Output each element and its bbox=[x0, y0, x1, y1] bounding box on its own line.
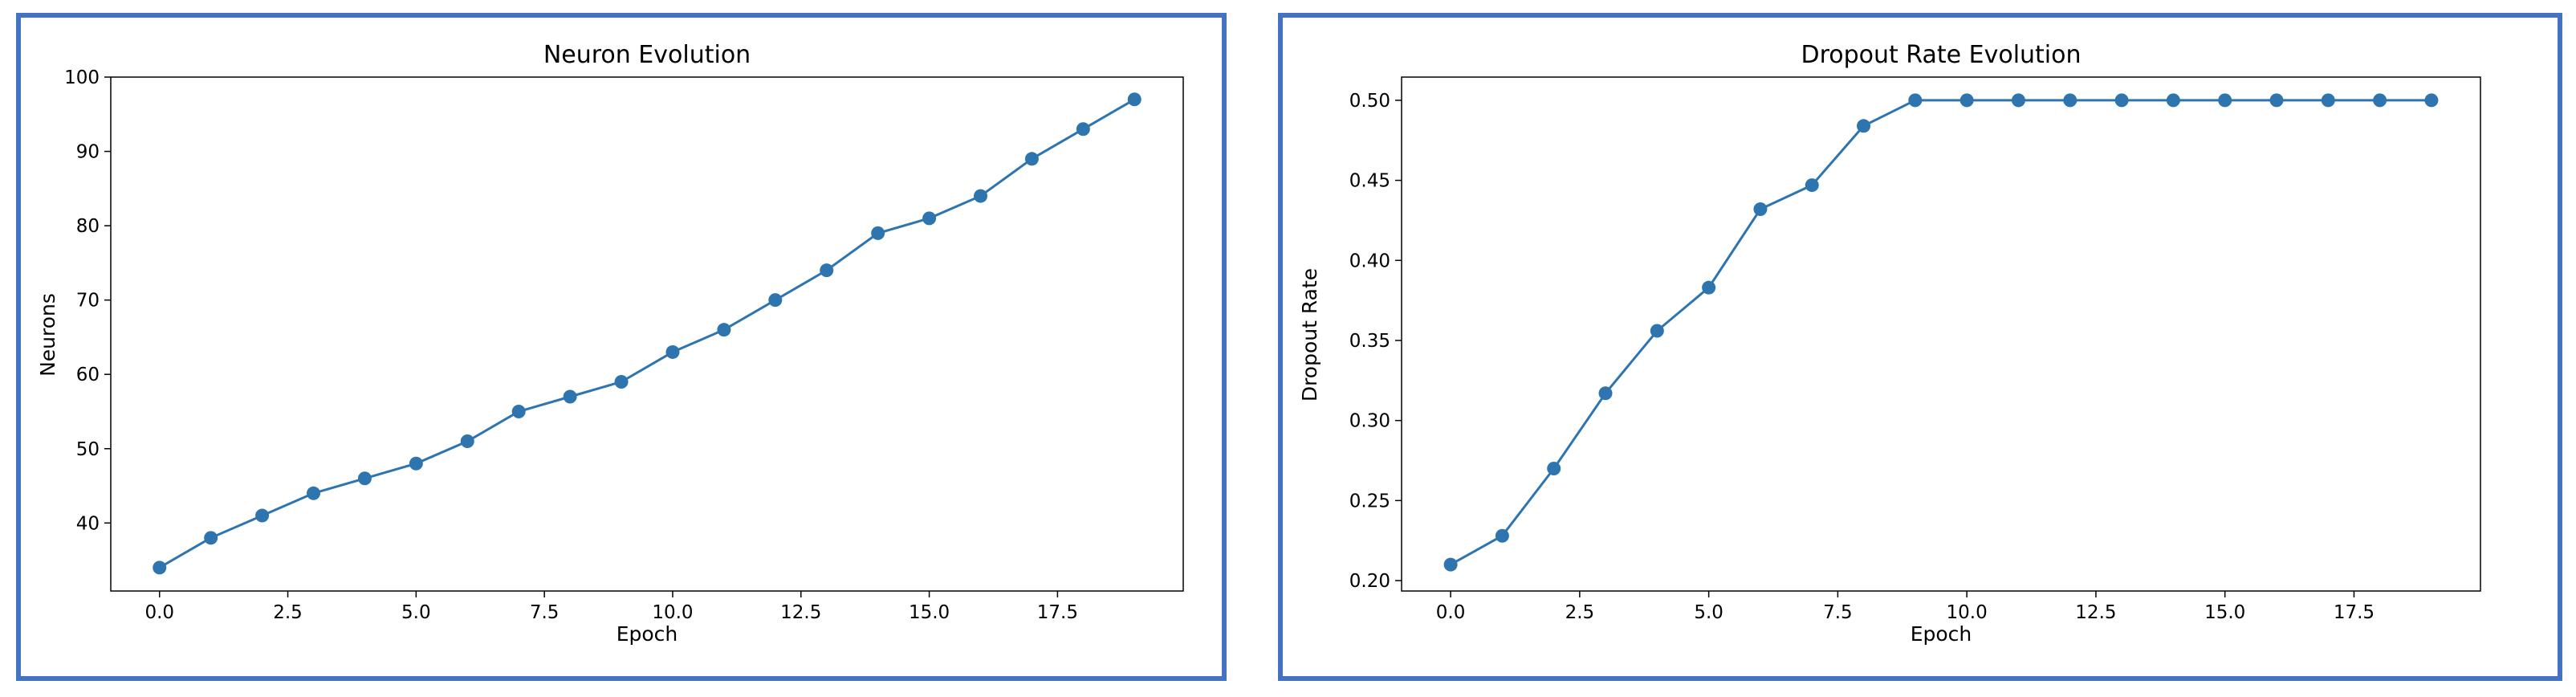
x-tick-label: 5.0 bbox=[401, 602, 431, 623]
x-tick-label: 17.5 bbox=[2334, 602, 2375, 623]
y-tick-label: 0.45 bbox=[1349, 171, 1390, 192]
neuron-evolution-chart: Neuron Evolution Epoch Neurons 0.0 2.5 5.0… bbox=[36, 41, 1184, 646]
neuron-evolution-panel: Neuron Evolution Epoch Neurons 0.0 2.5 5.0… bbox=[16, 13, 1227, 681]
y-axis-label: Dropout Rate bbox=[1298, 268, 1321, 401]
data-point bbox=[409, 456, 423, 471]
y-tick-label: 70 bbox=[76, 291, 100, 312]
x-tick-label: 2.5 bbox=[273, 602, 303, 623]
plot-frame bbox=[110, 76, 1184, 592]
y-tick-label: 0.25 bbox=[1349, 491, 1390, 512]
y-axis-label: Neurons bbox=[36, 293, 59, 377]
data-point bbox=[2114, 93, 2129, 108]
data-point bbox=[717, 323, 731, 337]
x-axis-label: Epoch bbox=[617, 622, 678, 646]
data-point bbox=[922, 211, 937, 226]
y-tick-label: 0.30 bbox=[1349, 411, 1390, 432]
y-tick-label: 50 bbox=[76, 439, 100, 460]
data-point bbox=[871, 226, 885, 240]
data-point bbox=[2011, 93, 2025, 108]
data-point bbox=[153, 560, 167, 575]
x-tick-label: 10.0 bbox=[1947, 602, 1988, 623]
y-tick-label: 40 bbox=[76, 513, 100, 534]
x-tick-label: 10.0 bbox=[652, 602, 693, 623]
x-tick-label: 12.5 bbox=[2075, 602, 2116, 623]
y-tick-label: 0.35 bbox=[1349, 331, 1390, 352]
y-tick-label: 80 bbox=[76, 216, 100, 237]
data-point bbox=[1127, 92, 1141, 107]
dropout-rate-evolution-chart: Dropout Rate Evolution Epoch Dropout Rat… bbox=[1298, 41, 2481, 646]
x-tick-label: 12.5 bbox=[780, 602, 821, 623]
x-tick-label: 15.0 bbox=[909, 602, 950, 623]
data-point bbox=[1650, 324, 1664, 338]
data-point bbox=[1753, 202, 1768, 216]
x-tick-label: 7.5 bbox=[530, 602, 560, 623]
y-tick-label: 0.20 bbox=[1349, 571, 1390, 592]
data-point bbox=[563, 389, 577, 404]
y-tick-label: 60 bbox=[76, 365, 100, 385]
data-point bbox=[1908, 93, 1923, 108]
chart-title: Dropout Rate Evolution bbox=[1801, 41, 2081, 69]
data-point bbox=[820, 263, 834, 278]
data-point bbox=[2321, 93, 2335, 108]
x-tick-label: 0.0 bbox=[144, 602, 174, 623]
y-tick-label: 100 bbox=[64, 67, 100, 88]
data-point bbox=[2063, 93, 2077, 108]
data-point bbox=[1495, 528, 1509, 543]
x-axis-label: Epoch bbox=[1911, 622, 1972, 646]
data-point bbox=[255, 508, 270, 523]
data-point bbox=[2373, 93, 2387, 108]
data-point bbox=[768, 293, 783, 308]
y-tick-label: 90 bbox=[76, 142, 100, 163]
data-point bbox=[1805, 178, 1819, 193]
data-point bbox=[2166, 93, 2180, 108]
data-point bbox=[1959, 93, 1974, 108]
data-point bbox=[1598, 386, 1613, 401]
x-tick-label: 5.0 bbox=[1694, 602, 1723, 623]
data-point bbox=[2269, 93, 2284, 108]
data-point bbox=[460, 434, 474, 449]
y-tick-label: 0.40 bbox=[1349, 251, 1390, 271]
x-tick-label: 17.5 bbox=[1037, 602, 1078, 623]
data-point bbox=[974, 189, 988, 203]
data-point bbox=[204, 531, 218, 545]
y-tick-label: 0.50 bbox=[1349, 91, 1390, 112]
series-line bbox=[1450, 99, 2432, 566]
data-point bbox=[306, 486, 320, 500]
x-tick-label: 0.0 bbox=[1436, 602, 1466, 623]
data-point bbox=[357, 471, 372, 486]
data-point bbox=[665, 344, 680, 359]
data-point bbox=[1024, 152, 1039, 166]
chart-title: Neuron Evolution bbox=[543, 41, 751, 69]
data-point bbox=[511, 404, 526, 418]
x-tick-label: 7.5 bbox=[1823, 602, 1853, 623]
data-point bbox=[614, 374, 629, 389]
data-point bbox=[1443, 557, 1458, 572]
data-point bbox=[1857, 119, 1871, 133]
dropout-rate-evolution-panel: Dropout Rate Evolution Epoch Dropout Rat… bbox=[1278, 13, 2562, 681]
data-point bbox=[2218, 93, 2232, 108]
x-tick-label: 2.5 bbox=[1565, 602, 1595, 623]
series-line bbox=[158, 98, 1136, 569]
data-point bbox=[2424, 93, 2439, 108]
data-point bbox=[1547, 461, 1561, 475]
plot-frame bbox=[1401, 76, 2481, 592]
data-point bbox=[1702, 280, 1716, 295]
data-point bbox=[1076, 122, 1090, 137]
x-tick-label: 15.0 bbox=[2204, 602, 2245, 623]
